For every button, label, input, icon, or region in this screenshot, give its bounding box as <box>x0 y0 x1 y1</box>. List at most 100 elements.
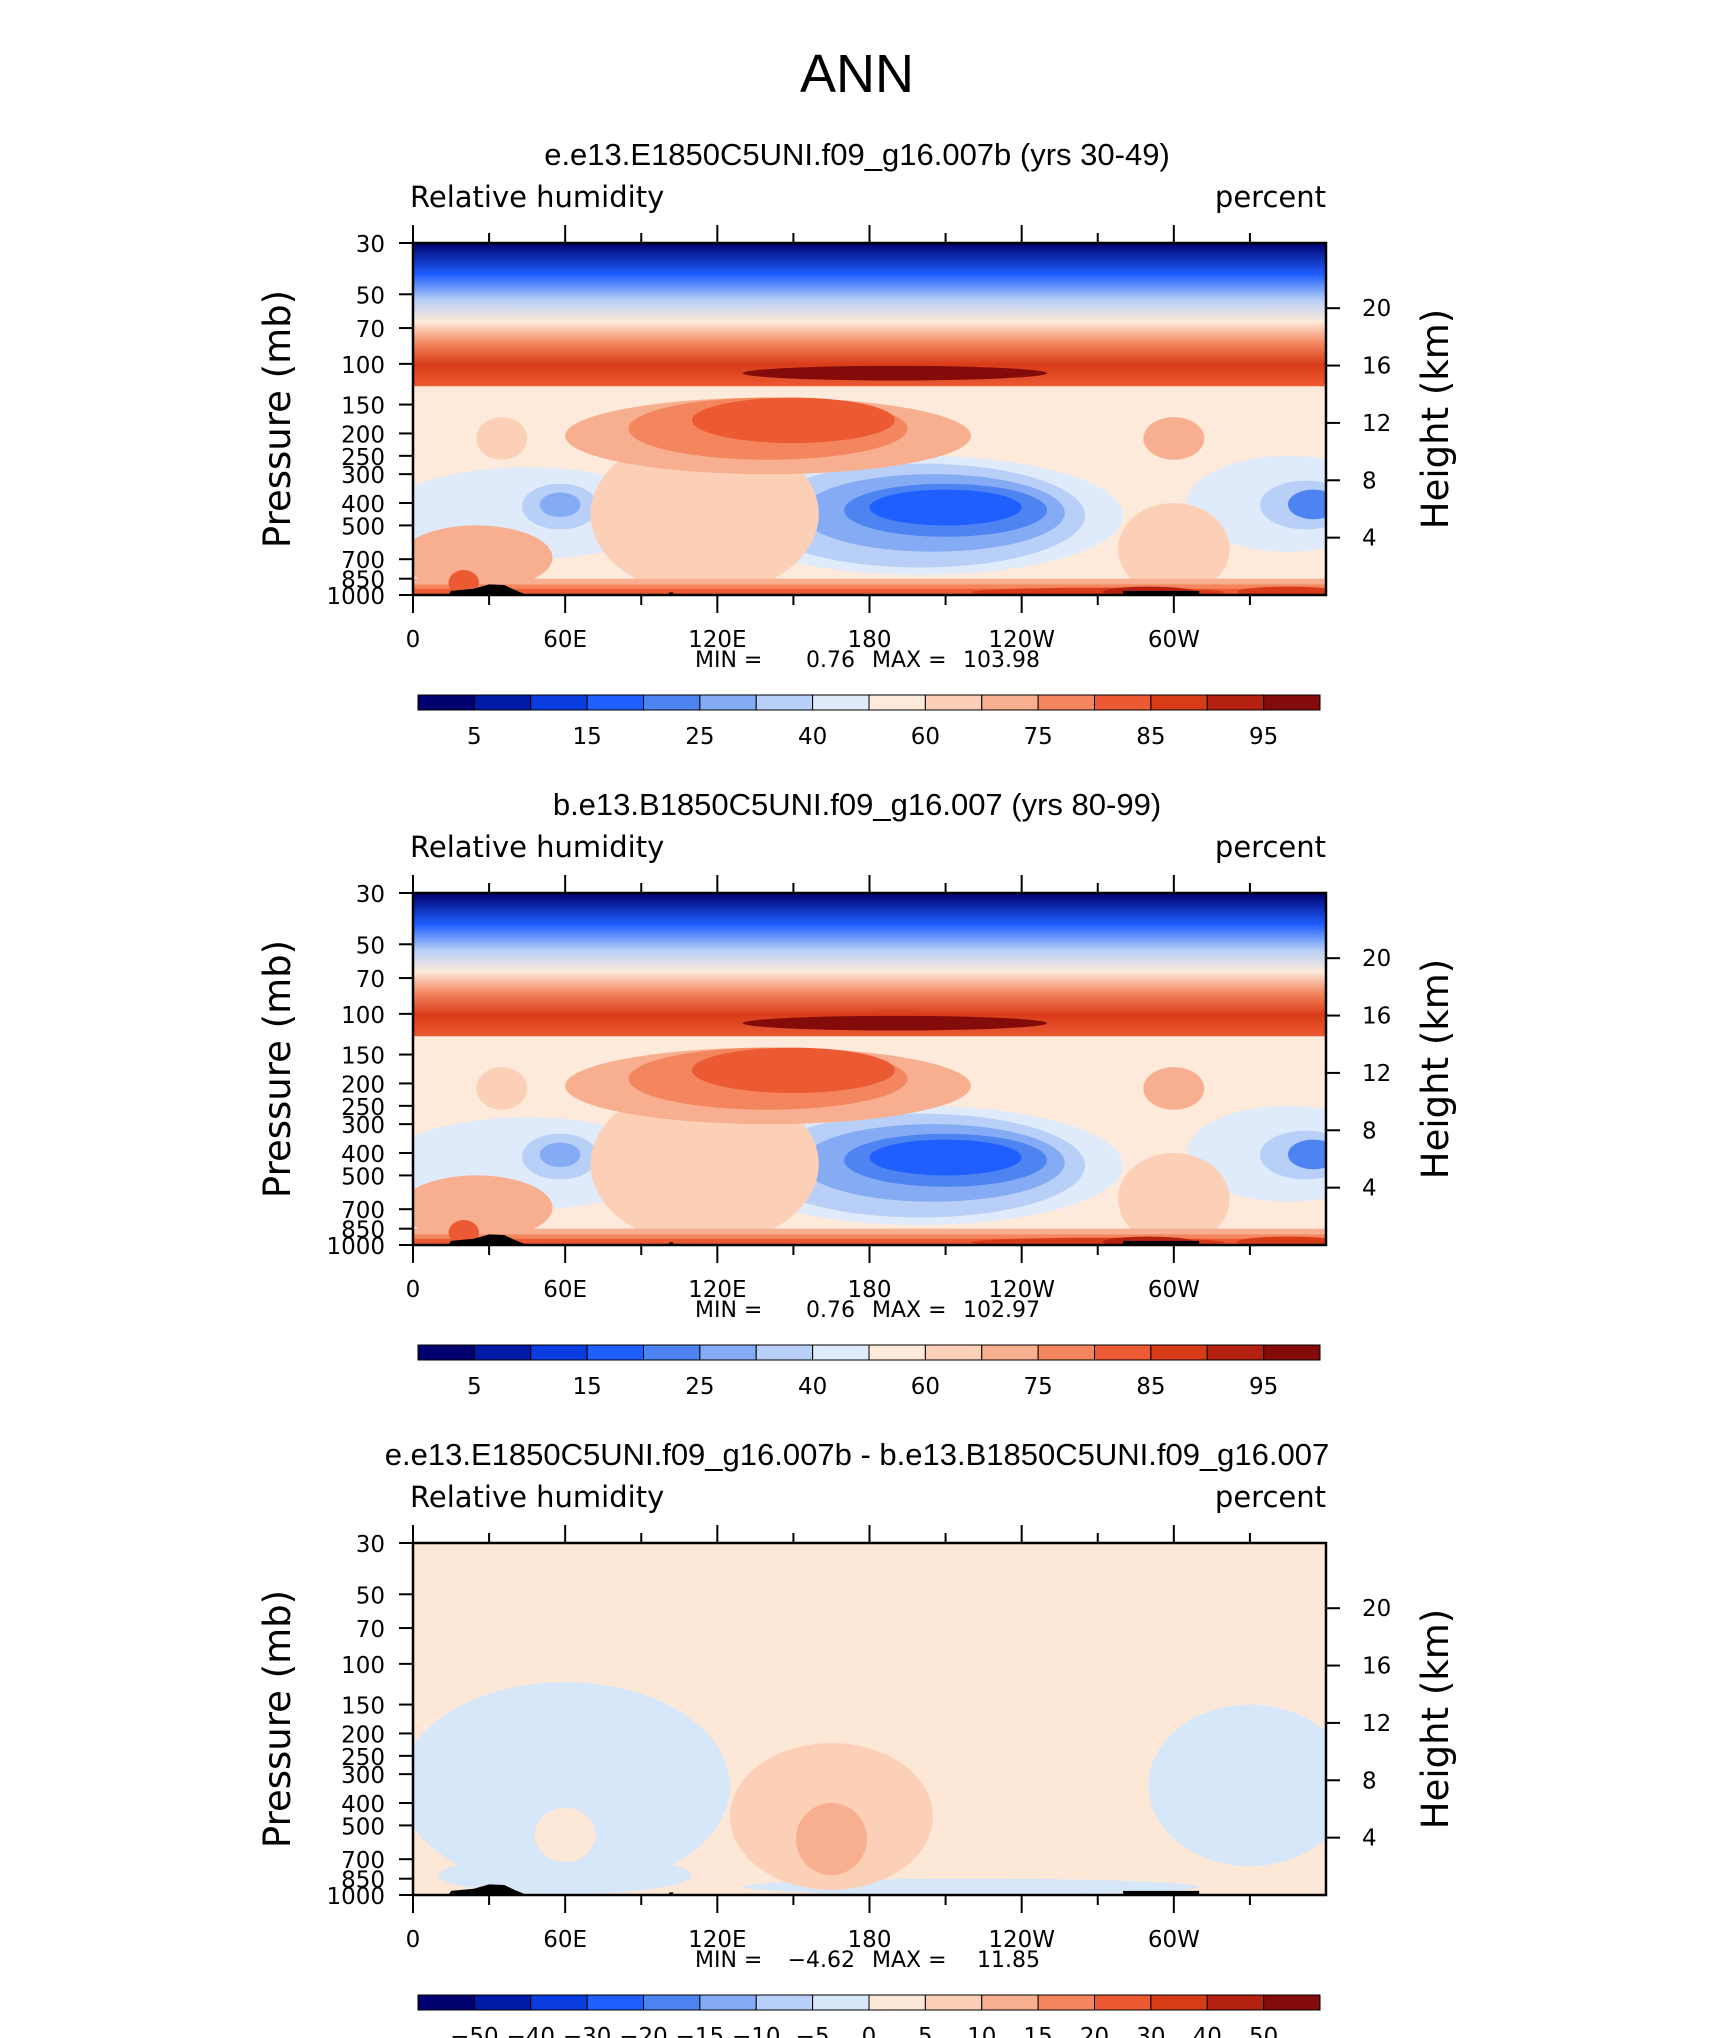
y-axis-title: Pressure (mb) <box>256 290 299 548</box>
colorbar-box <box>418 1345 474 1360</box>
colorbar-box <box>982 1345 1038 1360</box>
colorbar-box <box>869 1345 925 1360</box>
dry-zone-indian-min <box>540 1142 581 1167</box>
colorbar-box <box>925 1345 981 1360</box>
y-tick-label: 150 <box>341 394 385 420</box>
colorbar-box <box>1264 1345 1320 1360</box>
colorbar-box <box>925 1995 981 2010</box>
dry-zone-indian-min <box>540 492 581 517</box>
colorbar-box <box>418 695 474 710</box>
y-tick-label: 70 <box>356 967 385 993</box>
height-tick-label: 8 <box>1362 1768 1377 1794</box>
y-tick-label: 100 <box>341 353 385 379</box>
colorbar-label: 5 <box>467 1374 482 1400</box>
height-tick-label: 20 <box>1362 1596 1391 1622</box>
colorbar-label: 95 <box>1249 1374 1278 1400</box>
colorbar-box <box>869 1995 925 2010</box>
x-tick-label: 60W <box>1148 627 1200 653</box>
y-axis-title: Pressure (mb) <box>256 1590 299 1848</box>
colorbar-label: 40 <box>798 1374 827 1400</box>
colorbar-box <box>813 1345 869 1360</box>
colorbar-box <box>1151 695 1207 710</box>
dry-zone-pacific-min <box>870 490 1022 526</box>
colorbar-label: 50 <box>1249 2024 1278 2038</box>
stats-max-value: 103.98 <box>963 648 1040 673</box>
colorbar-label: 15 <box>1023 2024 1052 2038</box>
x-tick-label: 0 <box>406 627 421 653</box>
x-tick-label: 60W <box>1148 1277 1200 1303</box>
y-tick-label: 150 <box>341 1694 385 1720</box>
upper-moist-spot-africa <box>476 417 527 460</box>
stats-min-label: MIN = <box>695 648 762 673</box>
tropopause-moist-max <box>743 366 1047 381</box>
dry-zone-pacific-min <box>870 1140 1022 1176</box>
y-tick-label: 30 <box>356 232 385 258</box>
colorbar-label: −20 <box>619 2024 668 2038</box>
colorbar-label: 40 <box>1193 2024 1222 2038</box>
units-label: percent <box>1215 180 1326 214</box>
panel-title: e.e13.E1850C5UNI.f09_g16.007b (yrs 30-49… <box>544 137 1170 172</box>
colorbar-label: 85 <box>1136 1374 1165 1400</box>
y-tick-label: 100 <box>341 1653 385 1679</box>
y-tick-label: 100 <box>341 1003 385 1029</box>
colorbar-label: 40 <box>798 724 827 750</box>
colorbar-label: −5 <box>796 2024 830 2038</box>
colorbar-label: 25 <box>685 1374 714 1400</box>
colorbar-label: 15 <box>572 1374 601 1400</box>
colorbar-box <box>1038 695 1094 710</box>
height-tick-label: 20 <box>1362 296 1391 322</box>
colorbar-box <box>474 1995 530 2010</box>
colorbar-label: −30 <box>563 2024 612 2038</box>
y-tick-label: 500 <box>341 514 385 540</box>
colorbar-box <box>418 1995 474 2010</box>
y-tick-label: 30 <box>356 882 385 908</box>
colorbar-box <box>587 695 643 710</box>
panels-container: e.e13.E1850C5UNI.f09_g16.007b (yrs 30-49… <box>256 137 1457 2038</box>
colorbar-box <box>813 1995 869 2010</box>
stats-max-value: 102.97 <box>963 1298 1040 1323</box>
contour-field <box>400 1543 1351 1895</box>
stats-min-value: 0.76 <box>806 648 855 673</box>
tropopause-gradient <box>413 243 1326 386</box>
tropopause-gradient <box>413 893 1326 1036</box>
colorbar-box <box>1095 1995 1151 2010</box>
colorbar-box <box>644 1995 700 2010</box>
stats-max-label: MAX = <box>872 1298 947 1323</box>
colorbar-box <box>531 695 587 710</box>
colorbar-box <box>531 1995 587 2010</box>
colorbar-box <box>1038 1345 1094 1360</box>
colorbar-label: −50 <box>450 2024 499 2038</box>
colorbar-box <box>869 695 925 710</box>
stats-max-value: 11.85 <box>977 1948 1040 1973</box>
colorbar-box <box>1151 1995 1207 2010</box>
colorbar-box <box>982 695 1038 710</box>
colorbar-box <box>1207 695 1263 710</box>
colorbar-box <box>1038 1995 1094 2010</box>
colorbar-box <box>756 1345 812 1360</box>
colorbar-label: 25 <box>685 724 714 750</box>
height-tick-label: 12 <box>1362 1061 1391 1087</box>
colorbar-label: −10 <box>732 2024 781 2038</box>
panel-1: e.e13.E1850C5UNI.f09_g16.007b (yrs 30-49… <box>256 137 1457 750</box>
height-tick-label: 4 <box>1362 526 1377 552</box>
right-axis-title: Height (km) <box>1414 1609 1457 1829</box>
height-tick-label: 16 <box>1362 1654 1391 1680</box>
colorbar-label: 0 <box>862 2024 877 2038</box>
colorbar-label: −15 <box>676 2024 725 2038</box>
colorbar-box <box>1095 1345 1151 1360</box>
colorbar-label: 60 <box>911 1374 940 1400</box>
height-tick-label: 12 <box>1362 411 1391 437</box>
colorbar-label: 75 <box>1023 724 1052 750</box>
colorbar-label: 75 <box>1023 1374 1052 1400</box>
colorbar-box <box>587 1345 643 1360</box>
height-tick-label: 8 <box>1362 468 1377 494</box>
colorbar-box <box>531 1345 587 1360</box>
right-axis-title: Height (km) <box>1414 309 1457 529</box>
dry-zone-atlantic-min <box>1288 490 1339 520</box>
colorbar-box <box>700 695 756 710</box>
y-tick-label: 50 <box>356 1583 385 1609</box>
height-tick-label: 20 <box>1362 946 1391 972</box>
y-tick-label: 70 <box>356 1617 385 1643</box>
panel-title: b.e13.B1850C5UNI.f09_g16.007 (yrs 80-99) <box>553 787 1161 822</box>
panel-title: e.e13.E1850C5UNI.f09_g16.007b - b.e13.B1… <box>385 1437 1330 1472</box>
